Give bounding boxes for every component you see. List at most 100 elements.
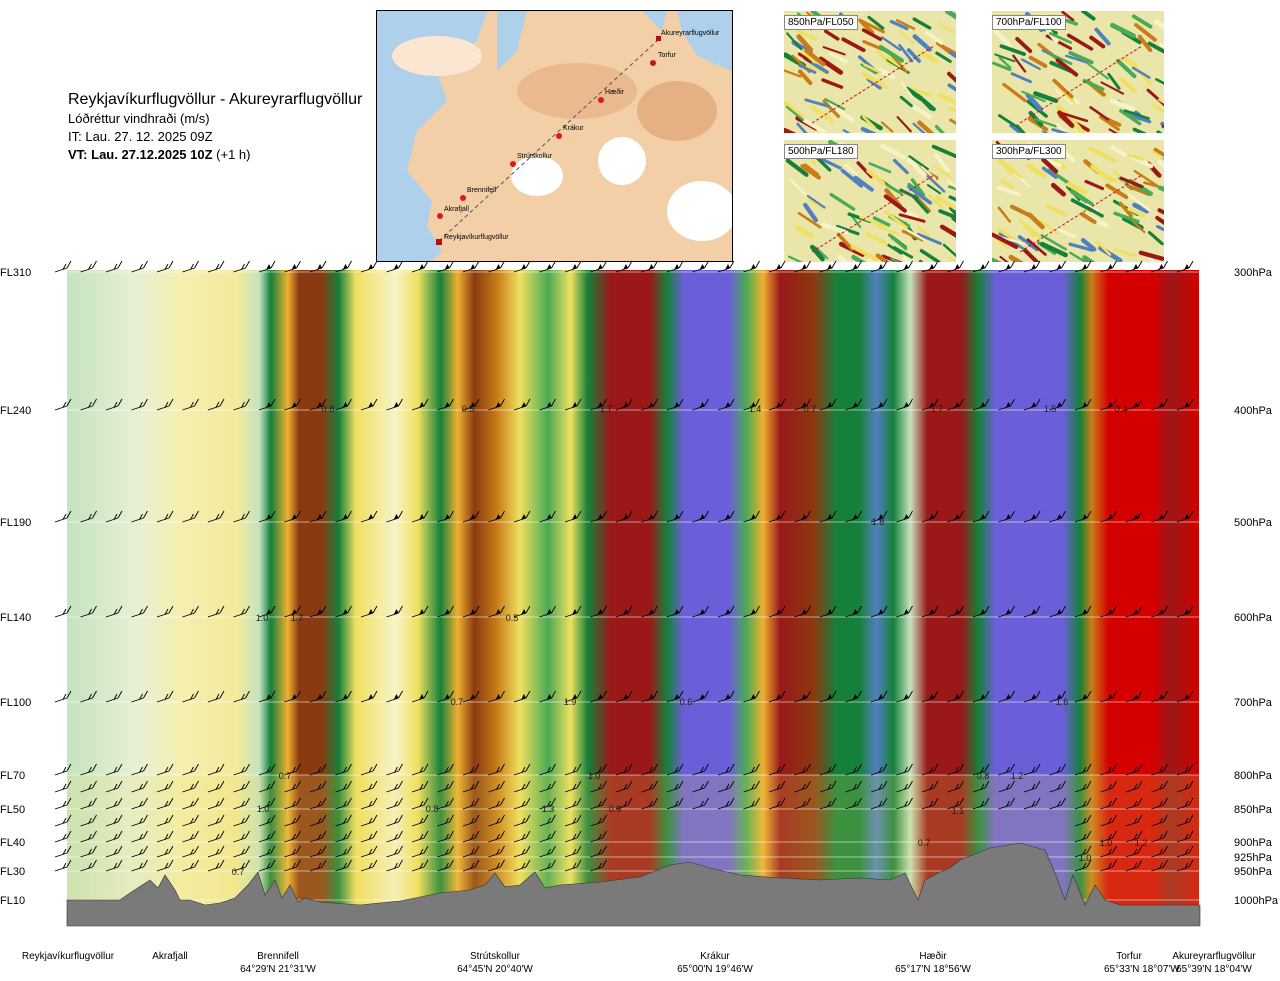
wind-barb	[80, 780, 97, 793]
wind-barb	[998, 780, 1015, 793]
station-coord: 64°29'N 21°31'W	[240, 964, 316, 975]
wind-barb	[1074, 510, 1092, 523]
value-label: 0.6	[680, 697, 693, 707]
wind-barb	[488, 859, 505, 872]
wind-barb	[819, 763, 837, 776]
wind-barb	[411, 260, 429, 273]
wind-barb	[411, 510, 429, 523]
wind-barb	[539, 763, 556, 776]
wind-barb	[845, 398, 862, 411]
wind-barb	[794, 398, 811, 411]
wind-barb	[1023, 260, 1041, 273]
wind-barb	[309, 398, 327, 411]
wind-barb	[233, 814, 250, 827]
wind-barb	[258, 510, 276, 523]
wind-barb	[1049, 605, 1066, 618]
wind-barb	[309, 814, 327, 827]
wind-barb	[947, 780, 964, 793]
wind-barb	[972, 605, 990, 618]
wind-barb	[258, 797, 276, 810]
flight-level-tick: FL100	[0, 697, 31, 709]
wind-barb	[615, 763, 633, 776]
wind-barb	[947, 690, 964, 703]
wind-barb	[564, 260, 582, 273]
wind-barb	[972, 690, 990, 703]
terrain-profile	[66, 842, 1201, 927]
thumbnail-300hpa[interactable]: 300hPa/FL300	[992, 140, 1164, 262]
wind-barb	[692, 510, 709, 523]
station-coord: 64°45'N 20°40'W	[457, 964, 533, 975]
thumbnail-700hpa[interactable]: 700hPa/FL100	[992, 11, 1164, 133]
wind-barb	[590, 605, 607, 618]
wind-barb	[896, 690, 913, 703]
wind-barb	[258, 845, 276, 858]
wind-barb	[615, 780, 633, 793]
wind-barb	[539, 780, 556, 793]
wind-barb	[386, 398, 403, 411]
pressure-tick: 500hPa	[1234, 517, 1273, 529]
wind-barb	[437, 690, 454, 703]
wind-barb	[870, 510, 888, 523]
wind-barb	[1151, 859, 1168, 872]
thumbnail-label: 850hPa/FL050	[784, 15, 858, 30]
wind-barb	[1125, 797, 1143, 810]
wind-barb	[335, 605, 352, 618]
wind-barb	[513, 814, 531, 827]
wind-barb	[615, 398, 633, 411]
wind-barb	[437, 830, 454, 843]
value-labels: 0.8 0.5 1.7 1.4 0.7 1.7 1.5 0.4 1.8 1.0 1.7 0.5 0.7 1…	[232, 404, 1148, 877]
wind-barb	[1074, 398, 1092, 411]
wind-barb	[513, 830, 531, 843]
value-label: 1.0	[1100, 838, 1113, 848]
wind-barb	[717, 763, 735, 776]
wind-barb	[692, 690, 709, 703]
wind-barb	[947, 260, 964, 273]
wind-barb	[513, 780, 531, 793]
wind-barb	[207, 780, 225, 793]
wind-barb	[590, 830, 607, 843]
wind-barb	[1049, 398, 1066, 411]
wind-barb	[386, 510, 403, 523]
wind-barb	[335, 510, 352, 523]
wind-barb	[564, 780, 582, 793]
wind-barb	[1176, 690, 1194, 703]
wind-barb	[947, 398, 964, 411]
wind-barb	[233, 260, 250, 273]
wind-barb	[207, 859, 225, 872]
wind-barb	[462, 845, 480, 858]
wind-barb	[182, 763, 199, 776]
wind-barb	[1074, 797, 1092, 810]
pressure-tick: 700hPa	[1234, 697, 1273, 709]
wind-barb	[54, 510, 72, 523]
wind-barb	[998, 605, 1015, 618]
thumbnail-850hpa-image	[784, 11, 956, 133]
station-krakur: Krákur 65°00'N 19°46'W	[672, 950, 758, 976]
wind-barb	[105, 605, 123, 618]
wind-barb	[335, 763, 352, 776]
station-akrafjall: Akrafjall	[140, 950, 200, 963]
wind-barb	[488, 605, 505, 618]
thumbnail-850hpa[interactable]: 850hPa/FL050	[784, 11, 956, 133]
wind-barb	[207, 510, 225, 523]
wind-barb	[717, 690, 735, 703]
thumbnail-500hpa[interactable]: 500hPa/FL180	[784, 140, 956, 262]
wind-barb	[870, 797, 888, 810]
wind-barb	[233, 797, 250, 810]
wind-barb	[641, 260, 658, 273]
pressure-tick: 300hPa	[1234, 267, 1273, 279]
wind-barb	[717, 780, 735, 793]
wind-barb	[641, 398, 658, 411]
wind-barb	[386, 690, 403, 703]
wind-barb	[539, 859, 556, 872]
wind-barb	[768, 797, 786, 810]
wind-barb	[182, 398, 199, 411]
wind-barb	[692, 260, 709, 273]
wind-barb	[513, 797, 531, 810]
wind-barb	[1176, 830, 1194, 843]
wind-barb	[80, 859, 97, 872]
wind-barb	[1125, 830, 1143, 843]
wind-barb	[1100, 814, 1117, 827]
wind-barb	[692, 780, 709, 793]
wind-barb	[105, 845, 123, 858]
wind-barb	[335, 797, 352, 810]
